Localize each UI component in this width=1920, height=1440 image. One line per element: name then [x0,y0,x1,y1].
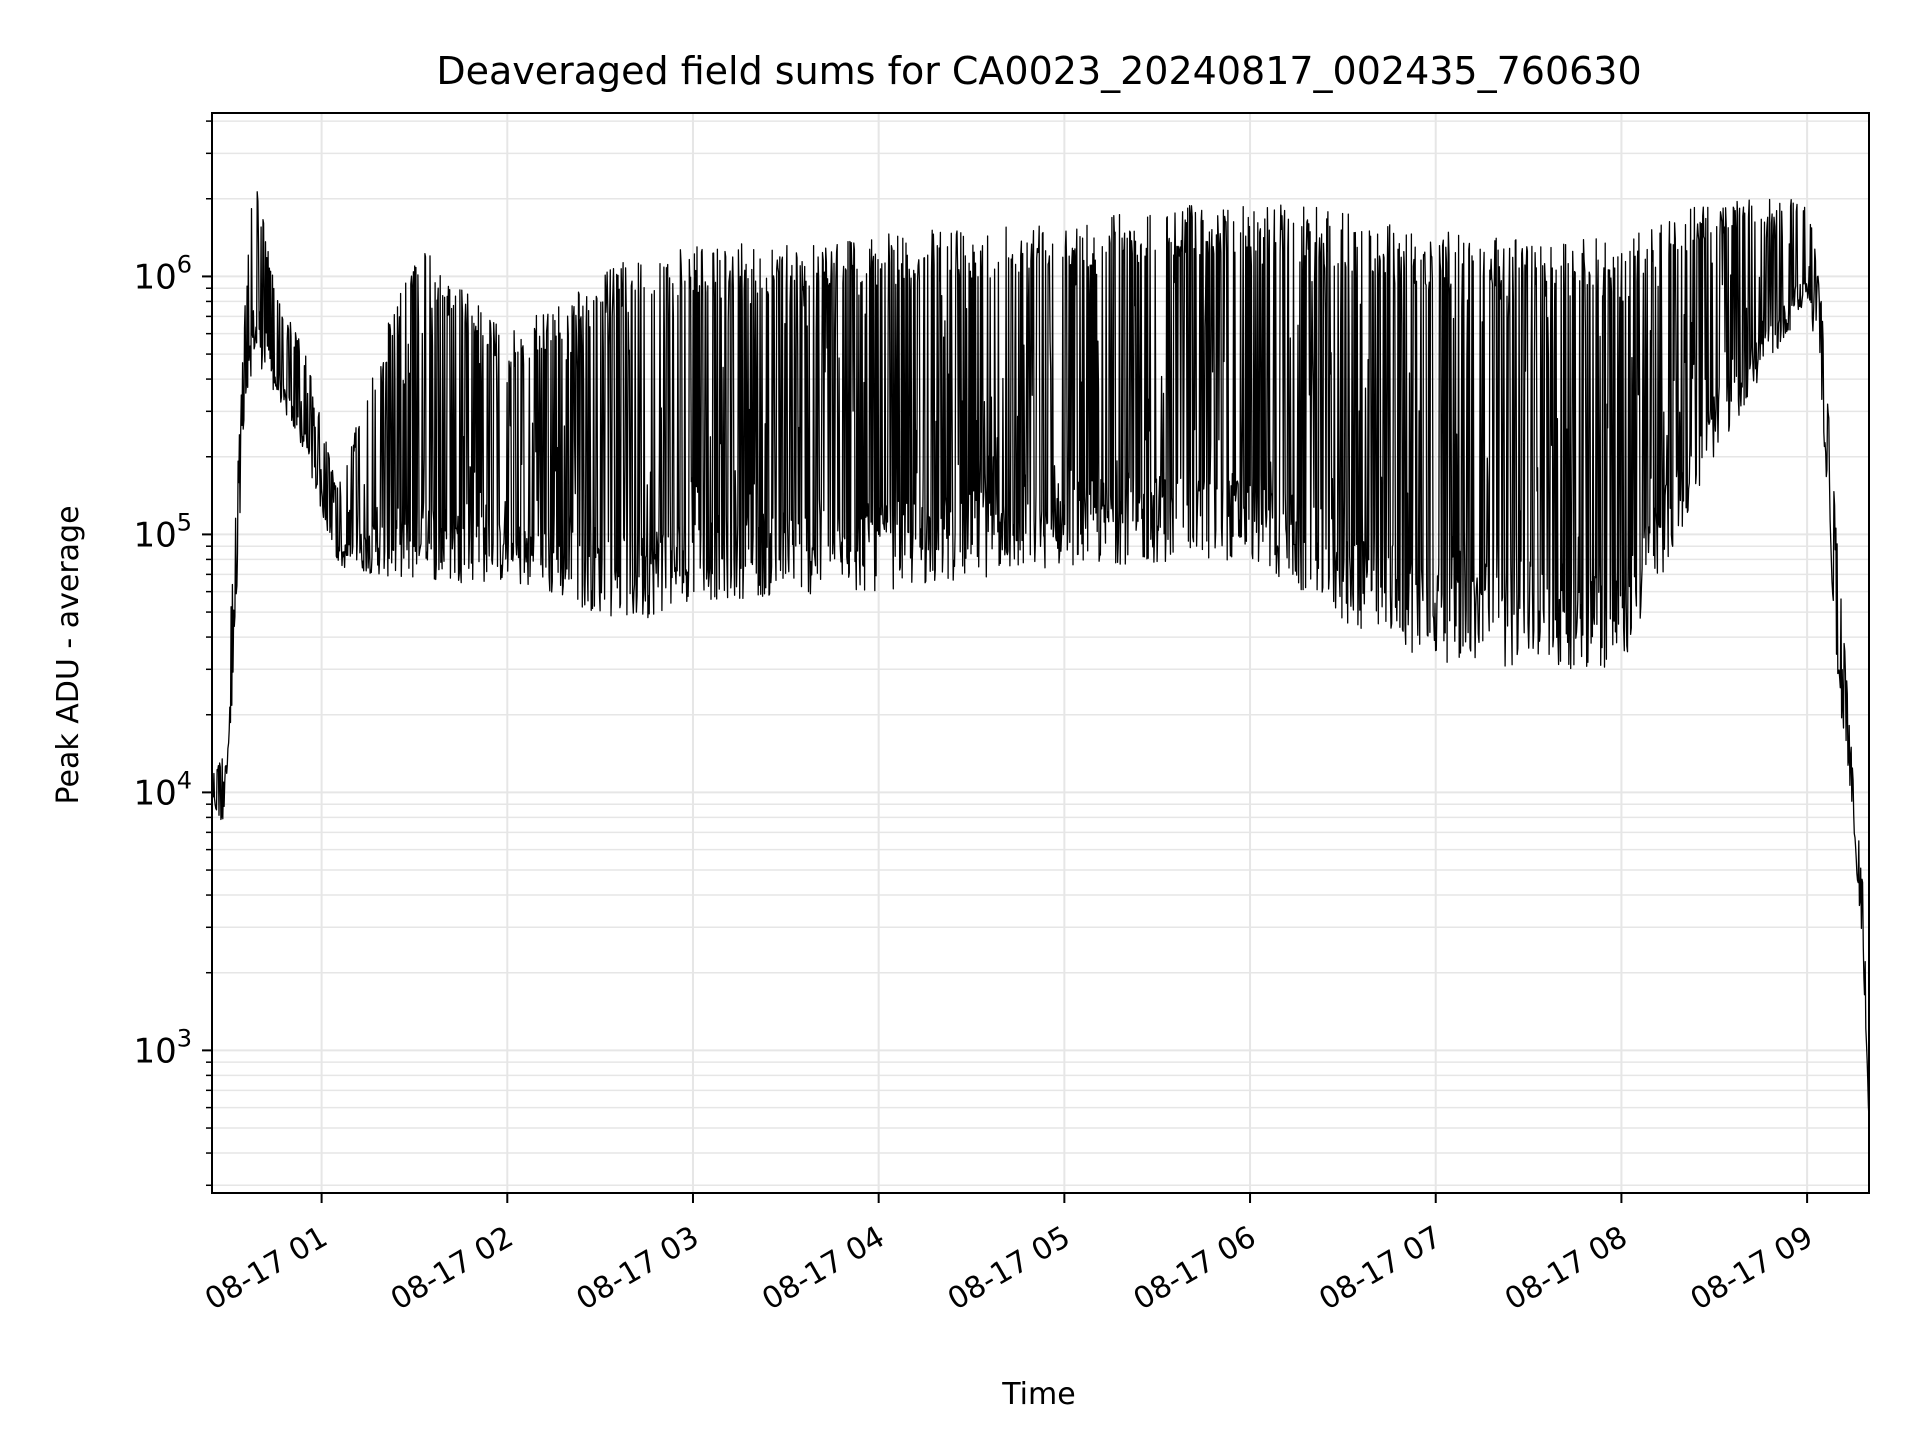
y-tick-label: 103 [133,1024,192,1071]
y-tick-label: 104 [133,766,192,813]
x-axis-label: Time [1001,1377,1075,1412]
y-tick-label: 106 [133,250,192,297]
chart-title: Deaveraged field sums for CA0023_2024081… [436,49,1641,93]
series-line [211,191,1870,1119]
series [211,191,1870,1119]
y-axis-label: Peak ADU - average [51,505,86,804]
plot-frame [211,112,1870,1194]
y-tick-label: 105 [133,508,192,555]
